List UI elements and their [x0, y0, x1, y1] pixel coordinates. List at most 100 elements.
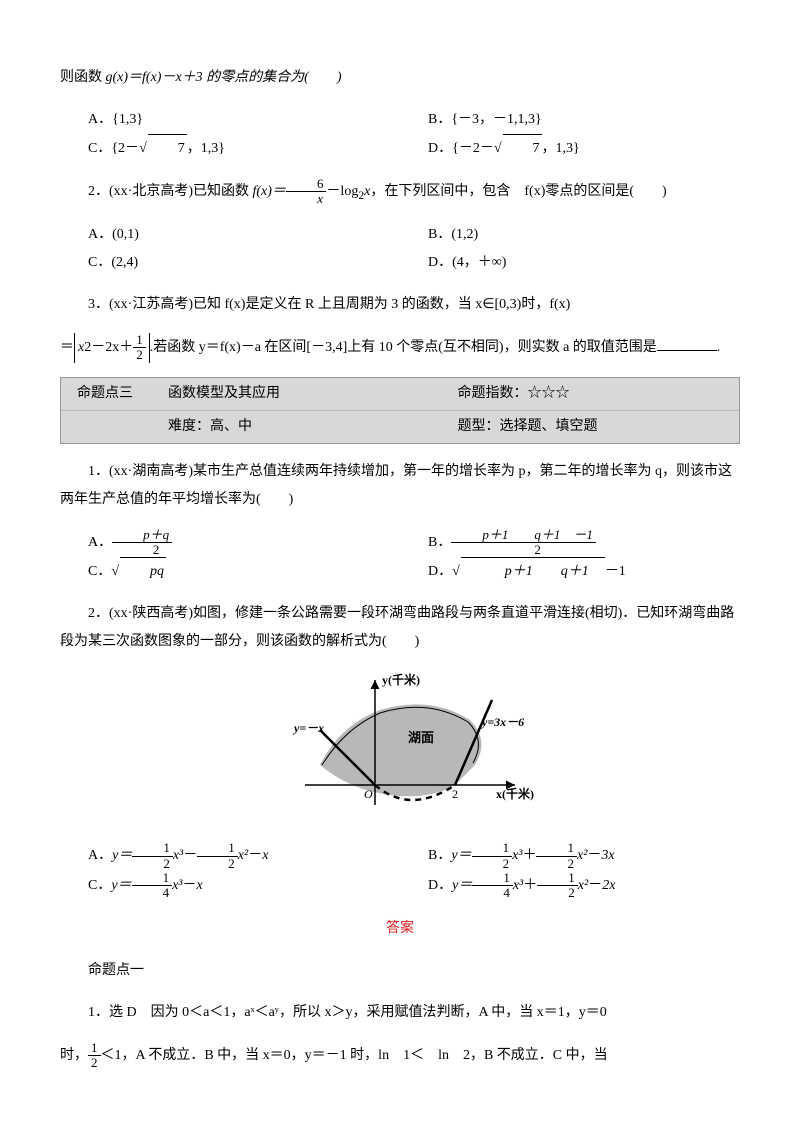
d: 2 — [132, 857, 173, 871]
info-row-1: 命题点三 函数模型及其应用 命题指数：☆☆☆ — [61, 378, 739, 411]
q5d-label: D． — [428, 878, 452, 893]
q2-frac: 6x — [286, 177, 327, 207]
fill-blank[interactable] — [657, 336, 717, 351]
q2-opt-b: B．(1,2) — [400, 221, 740, 249]
q3-period: . — [717, 340, 721, 355]
a1-l2-post: ＜1，A 不成立．B 中，当 x＝0，y＝－1 时，ln 1＜ ln 2，B 不… — [101, 1048, 608, 1063]
n: 1 — [197, 841, 238, 856]
sqrt-icon — [494, 141, 502, 156]
star-icon: ☆☆☆ — [528, 386, 570, 401]
d: 2 — [537, 886, 578, 900]
q3-s2: .若函数 y＝f(x)－a 在区间[－3,4]上有 10 个零点(互不相同)，则… — [150, 340, 657, 355]
info-r2-c1-val: 高、中 — [210, 419, 252, 434]
q1-opt-d: D．{－2－7，1,3} — [400, 134, 740, 163]
x-axis-label: x(千米) — [496, 786, 534, 801]
m1: － — [183, 848, 197, 863]
q4-opt-d: D． p＋1 q＋1 －1 — [400, 557, 740, 586]
info-r2-pad — [61, 411, 160, 443]
q4-a-num: p＋q — [112, 528, 172, 543]
q1-c-sqrt: 7 — [148, 134, 187, 163]
n: 1 — [88, 1041, 101, 1056]
q4-b-den: 2 — [451, 543, 596, 557]
info-r2-c2-val: 选择题、填空题 — [500, 419, 598, 434]
q5b-label: B． — [428, 848, 451, 863]
q3-abs-den: 2 — [133, 348, 146, 362]
m3: － — [587, 848, 601, 863]
left-line-label: y=－x — [292, 721, 324, 735]
q1-d-pre: D．{－2－ — [428, 141, 494, 156]
q5a-x: x — [262, 848, 268, 863]
q1-opt-a: A．{1,3} — [60, 106, 400, 134]
q5-row2: C．y＝14x³－x D．y＝14x³＋12x²－2x — [60, 871, 740, 901]
q5-figure: y(千米) x(千米) y=－x y=3x－6 湖面 O 2 — [60, 670, 740, 831]
q2-row2: C．(2,4) D．(4，＋∞) — [60, 249, 740, 277]
q5a-f2: 12 — [197, 841, 238, 871]
q1-opt-b: B．{－3，－1,1,3} — [400, 106, 740, 134]
q1-opt-c: C．{2－7，1,3} — [60, 134, 400, 163]
q3-stem2: ＝x2－2x＋12.若函数 y＝f(x)－a 在区间[－3,4]上有 10 个零… — [60, 333, 740, 363]
q4-opt-b: B．p＋1 q＋1 －12 — [400, 528, 740, 558]
right-line-label: y=3x－6 — [480, 715, 524, 729]
d: 4 — [472, 886, 513, 900]
info-r2-c1: 难度：高、中 — [160, 411, 450, 443]
a1-frac: 12 — [88, 1041, 101, 1071]
q5-opt-a: A．y＝12x³－12x²－x — [60, 841, 400, 871]
q5d-x2: x² — [578, 878, 588, 893]
q4-b-num: p＋1 q＋1 －1 — [451, 528, 596, 543]
sqrt-icon — [452, 564, 460, 579]
q5a-x2: x² — [238, 848, 248, 863]
info-row-2: 难度：高、中 题型：选择题、填空题 — [61, 411, 739, 443]
answer-section: 命题点一 — [60, 957, 740, 985]
q5b-f2: 12 — [536, 841, 577, 871]
q5b-yeq: y＝ — [451, 848, 471, 863]
d: 2 — [536, 857, 577, 871]
q5b-f1: 12 — [472, 841, 513, 871]
q4-c-label: C． — [88, 564, 111, 579]
d: 4 — [132, 886, 173, 900]
n: 1 — [537, 871, 578, 886]
q5b-3x: 3x — [601, 848, 614, 863]
q5d-f1: 14 — [472, 871, 513, 901]
answer-1-line2: 时，12＜1，A 不成立．B 中，当 x＝0，y＝－1 时，ln 1＜ ln 2… — [60, 1041, 740, 1071]
origin-label: O — [364, 787, 373, 801]
q4-a-den: 2 — [112, 543, 172, 557]
q5a-f1: 12 — [132, 841, 173, 871]
q5a-label: A． — [88, 848, 112, 863]
q5-stem: 2．(xx·陕西高考)如图，修建一条公路需要一段环湖弯曲路段与两条直道平滑连接(… — [60, 600, 740, 656]
q1-d-post: ，1,3} — [542, 141, 580, 156]
q3-abs-mid: 2－2x＋ — [84, 340, 133, 355]
q4-c-sqrt: pq — [120, 557, 166, 586]
xtick-2: 2 — [452, 787, 458, 801]
q4-a-frac: p＋q2 — [112, 528, 172, 558]
d: 2 — [197, 857, 238, 871]
p2: ＋ — [523, 878, 537, 893]
q5c-yeq: y＝ — [111, 878, 131, 893]
q3-abs-num: 1 — [133, 333, 146, 348]
q5d-yeq: y＝ — [452, 878, 472, 893]
q4-d-sqrt: p＋1 q＋1 — [461, 557, 605, 586]
q5c-x: x — [196, 878, 202, 893]
q1-options-row2: C．{2－7，1,3} D．{－2－7，1,3} — [60, 134, 740, 163]
q5-opt-c: C．y＝14x³－x — [60, 871, 400, 901]
answer-1-line1: 1．选 D 因为 0＜a＜1，aˣ＜aʸ，所以 x＞y，采用赋值法判断，A 中，… — [60, 999, 740, 1027]
sqrt-icon — [111, 564, 119, 579]
q1-options-row1: A．{1,3} B．{－3，－1,1,3} — [60, 106, 740, 134]
q5d-2x: 2x — [602, 878, 615, 893]
q2-frac-num: 6 — [286, 177, 327, 192]
y-axis-label: y(千米) — [382, 672, 420, 687]
q2-fx: f(x)＝ — [253, 184, 286, 199]
q2-opt-c: C．(2,4) — [60, 249, 400, 277]
q5c-label: C． — [88, 878, 111, 893]
q5d-x3: x³ — [513, 878, 523, 893]
q1-stem: 则函数 g(x)＝f(x)－x＋3 的零点的集合为( ) — [60, 64, 740, 92]
n: 1 — [472, 871, 513, 886]
m4: － — [182, 878, 196, 893]
q4-b-label: B． — [428, 535, 451, 550]
lake-diagram: y(千米) x(千米) y=－x y=3x－6 湖面 O 2 — [260, 670, 540, 820]
answer-heading: 答案 — [60, 915, 740, 943]
n: 1 — [132, 871, 173, 886]
q4-opt-c: C． pq — [60, 557, 400, 586]
info-r2-c2-label: 题型： — [458, 419, 500, 434]
m2: － — [248, 848, 262, 863]
q4-stem: 1．(xx·湖南高考)某市生产总值连续两年持续增加，第一年的增长率为 p，第二年… — [60, 458, 740, 514]
